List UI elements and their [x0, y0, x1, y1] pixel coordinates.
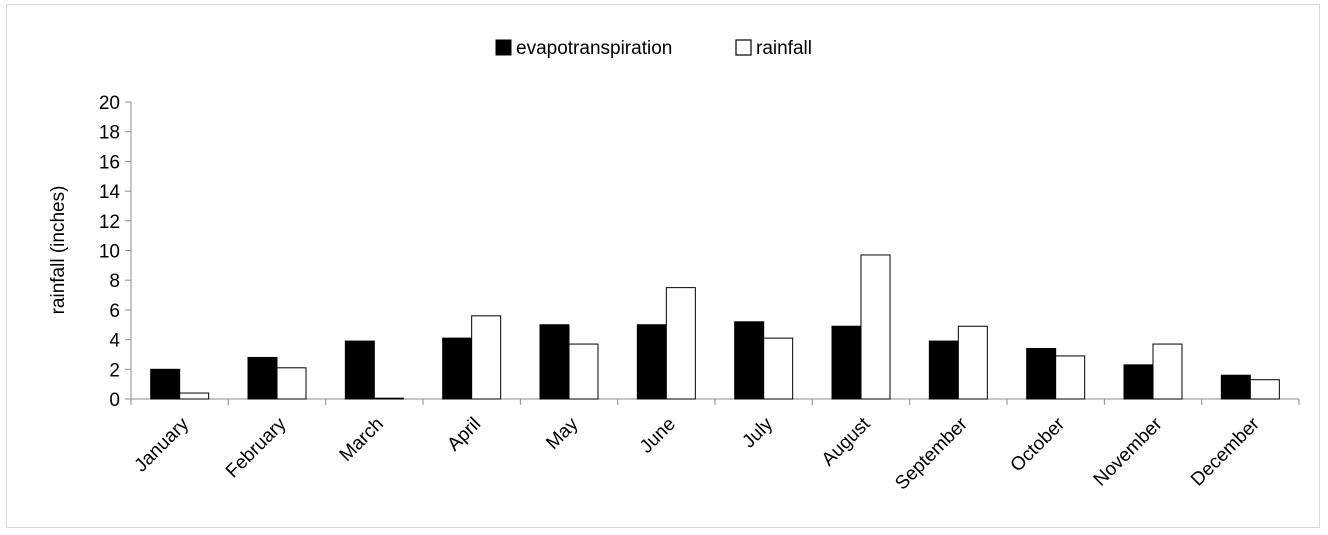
y-axis: 0 2 4 6 8 10 12 14 16 18 20	[99, 93, 132, 411]
bar-rainfall-august	[860, 254, 891, 400]
x-tick-label: December	[1187, 413, 1264, 490]
bar-evapotranspiration-march	[344, 340, 375, 400]
y-tick-label: 12	[99, 212, 120, 233]
legend-label-rainfall: rainfall	[756, 38, 812, 59]
bar-evapotranspiration-july	[734, 321, 765, 400]
legend-swatch-rainfall	[735, 39, 752, 56]
x-tick-label: June	[636, 414, 680, 458]
y-tick-label: 18	[99, 123, 120, 144]
y-tick-label: 8	[109, 271, 120, 292]
y-tick-label: 0	[109, 390, 120, 411]
x-tick-label: July	[738, 413, 777, 452]
y-tick-label: 16	[99, 152, 120, 173]
legend-swatch-evapotranspiration	[495, 39, 512, 56]
x-tick-label: January	[131, 413, 194, 476]
x-tick-label: August	[818, 413, 875, 470]
y-tick-label: 4	[109, 331, 120, 352]
bar-rainfall-april	[471, 315, 502, 400]
y-tick-label: 14	[99, 182, 121, 203]
x-axis: January February March April May June July Augu…	[130, 398, 1300, 494]
x-tick-label: May	[542, 413, 583, 454]
bar-evapotranspiration-may	[539, 324, 570, 400]
bar-evapotranspiration-october	[1026, 348, 1057, 400]
bar-evapotranspiration-august	[831, 325, 862, 400]
bar-evapotranspiration-december	[1220, 374, 1251, 400]
x-tick-label: February	[222, 413, 291, 482]
y-tick-label: 2	[109, 360, 120, 381]
bar-rainfall-march	[373, 397, 404, 400]
bar-rainfall-december	[1249, 379, 1280, 400]
y-axis-label: rainfall (inches)	[48, 186, 69, 315]
legend: evapotranspiration rainfall	[495, 38, 812, 59]
bar-rainfall-october	[1055, 355, 1086, 400]
chart-frame	[6, 4, 1320, 528]
bar-rainfall-february	[276, 367, 307, 400]
bar-evapotranspiration-september	[928, 340, 959, 400]
bar-rainfall-july	[763, 337, 794, 400]
y-tick-label: 10	[99, 242, 120, 263]
y-tick-label: 20	[99, 93, 120, 114]
bar-rainfall-september	[957, 325, 988, 400]
bar-rainfall-november	[1152, 343, 1183, 400]
bar-rainfall-january	[179, 392, 210, 400]
bar-evapotranspiration-february	[247, 356, 278, 400]
bar-rainfall-june	[665, 287, 696, 400]
x-tick-label: April	[443, 414, 485, 456]
y-tick-label: 6	[109, 301, 120, 322]
bar-rainfall-may	[568, 343, 599, 400]
x-tick-label: October	[1007, 413, 1070, 476]
x-tick-label: September	[891, 413, 972, 494]
bar-evapotranspiration-january	[150, 368, 181, 400]
x-tick-label: November	[1090, 413, 1167, 490]
bar-evapotranspiration-november	[1123, 364, 1154, 400]
bar-evapotranspiration-april	[442, 337, 473, 400]
bars	[150, 254, 1280, 400]
bar-evapotranspiration-june	[636, 324, 667, 400]
legend-label-evapotranspiration: evapotranspiration	[516, 38, 672, 59]
x-tick-label: March	[336, 414, 388, 466]
